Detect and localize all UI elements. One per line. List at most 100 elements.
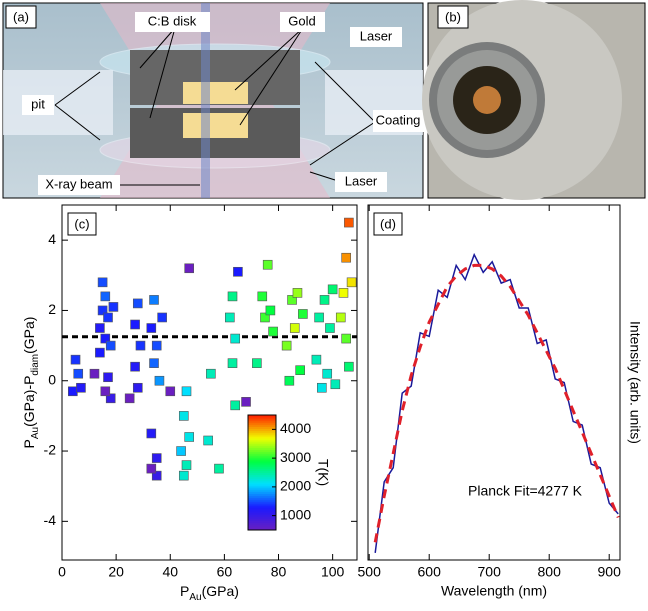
colorbar-segment [248, 505, 276, 508]
point [108, 302, 119, 312]
panel-b: (b) [422, 0, 646, 200]
point [130, 361, 140, 372]
annotation: Laser [345, 173, 378, 188]
colorbar-segment [248, 507, 276, 510]
annotation: Gold [288, 13, 315, 28]
point [130, 319, 140, 330]
point [103, 312, 113, 323]
panel-a: (a) C:B disk Gold Laser pit Coating X-ra… [2, 2, 435, 199]
colorbar-segment [248, 495, 276, 498]
point [149, 358, 159, 368]
point [327, 284, 338, 295]
colorbar-segment [248, 416, 276, 420]
colorbar-segment [248, 510, 276, 514]
point [105, 340, 116, 351]
colorbar-tick-label: 3000 [280, 449, 311, 465]
colorbar-segment [248, 520, 276, 523]
axis-label-sub: diam [30, 354, 41, 376]
y-tick-label: 4 [48, 231, 56, 247]
point [289, 323, 300, 333]
point [157, 312, 167, 323]
x-tick-label: 0 [58, 564, 66, 580]
colorbar-segment [248, 430, 276, 433]
colorbar-segment [248, 524, 276, 527]
point [341, 333, 351, 344]
colorbar-segment [248, 478, 276, 481]
point [284, 375, 295, 386]
colorbar: 1000 2000 3000 4000 [247, 414, 311, 531]
point [70, 354, 81, 365]
colorbar-segment [248, 462, 276, 466]
point [268, 326, 278, 337]
point [151, 453, 162, 463]
point [295, 365, 305, 375]
text-box [335, 172, 387, 192]
colorbar-segment [248, 455, 276, 458]
point [124, 393, 135, 404]
point [227, 358, 238, 368]
point [151, 340, 162, 351]
colorbar-segment [248, 449, 276, 452]
point [178, 411, 189, 421]
point [344, 217, 354, 228]
colorbar-segment [248, 438, 276, 441]
point [95, 347, 105, 358]
x-tick-label: 100 [321, 564, 345, 580]
point [149, 295, 159, 305]
colorbar-segment [248, 480, 276, 483]
point [260, 312, 270, 323]
plot-frame [61, 204, 358, 561]
plots: 0 20 40 60 80 100 -4 -2 0 2 4 1000 2000 3000 4000 T(K) (… [21, 204, 643, 603]
point [97, 305, 108, 316]
arrows [54, 27, 376, 186]
colorbar-segment [248, 470, 276, 473]
point [146, 463, 157, 474]
colorbar-segment [248, 439, 276, 443]
colorbar-segment [248, 503, 276, 506]
colorbar-segment [248, 489, 276, 493]
point [317, 382, 327, 393]
colorbar-segment [248, 451, 276, 454]
text-box [135, 12, 210, 32]
colorbar-segment [248, 516, 276, 519]
point [322, 368, 333, 379]
point [203, 435, 213, 446]
annotation: C:B disk [148, 13, 197, 28]
point [154, 375, 165, 386]
point [346, 277, 357, 288]
point [151, 470, 162, 481]
x-tick-label: 800 [538, 564, 562, 580]
colorbar-segment [248, 466, 276, 470]
point [325, 323, 335, 333]
colorbar-segment [248, 526, 276, 529]
colorbar-segment [248, 420, 276, 424]
colorbar-segment [248, 491, 276, 495]
point [184, 263, 195, 274]
y-tick-label: 2 [48, 301, 56, 317]
text-box [280, 12, 325, 32]
point [103, 372, 113, 383]
point [132, 382, 143, 393]
colorbar-segment [248, 436, 276, 439]
point [146, 428, 157, 439]
point [132, 298, 143, 309]
point [178, 470, 189, 481]
point [100, 333, 111, 344]
point [181, 386, 192, 397]
plot-frame [367, 204, 621, 561]
axis-label-sub: Au [30, 427, 41, 439]
colorbar-segment [248, 514, 276, 518]
point [105, 393, 116, 404]
label-box [437, 5, 469, 29]
xray-beam [201, 3, 210, 198]
annotation: Coating [376, 112, 421, 127]
annotation: Planck Fit=4277 K [468, 483, 583, 499]
point [100, 291, 111, 302]
colorbar-segment [248, 522, 276, 525]
x-tick-label: 80 [271, 564, 287, 580]
label-box [67, 212, 97, 236]
colorbar-segment [248, 459, 276, 462]
point [319, 295, 330, 305]
label-box [5, 5, 37, 29]
